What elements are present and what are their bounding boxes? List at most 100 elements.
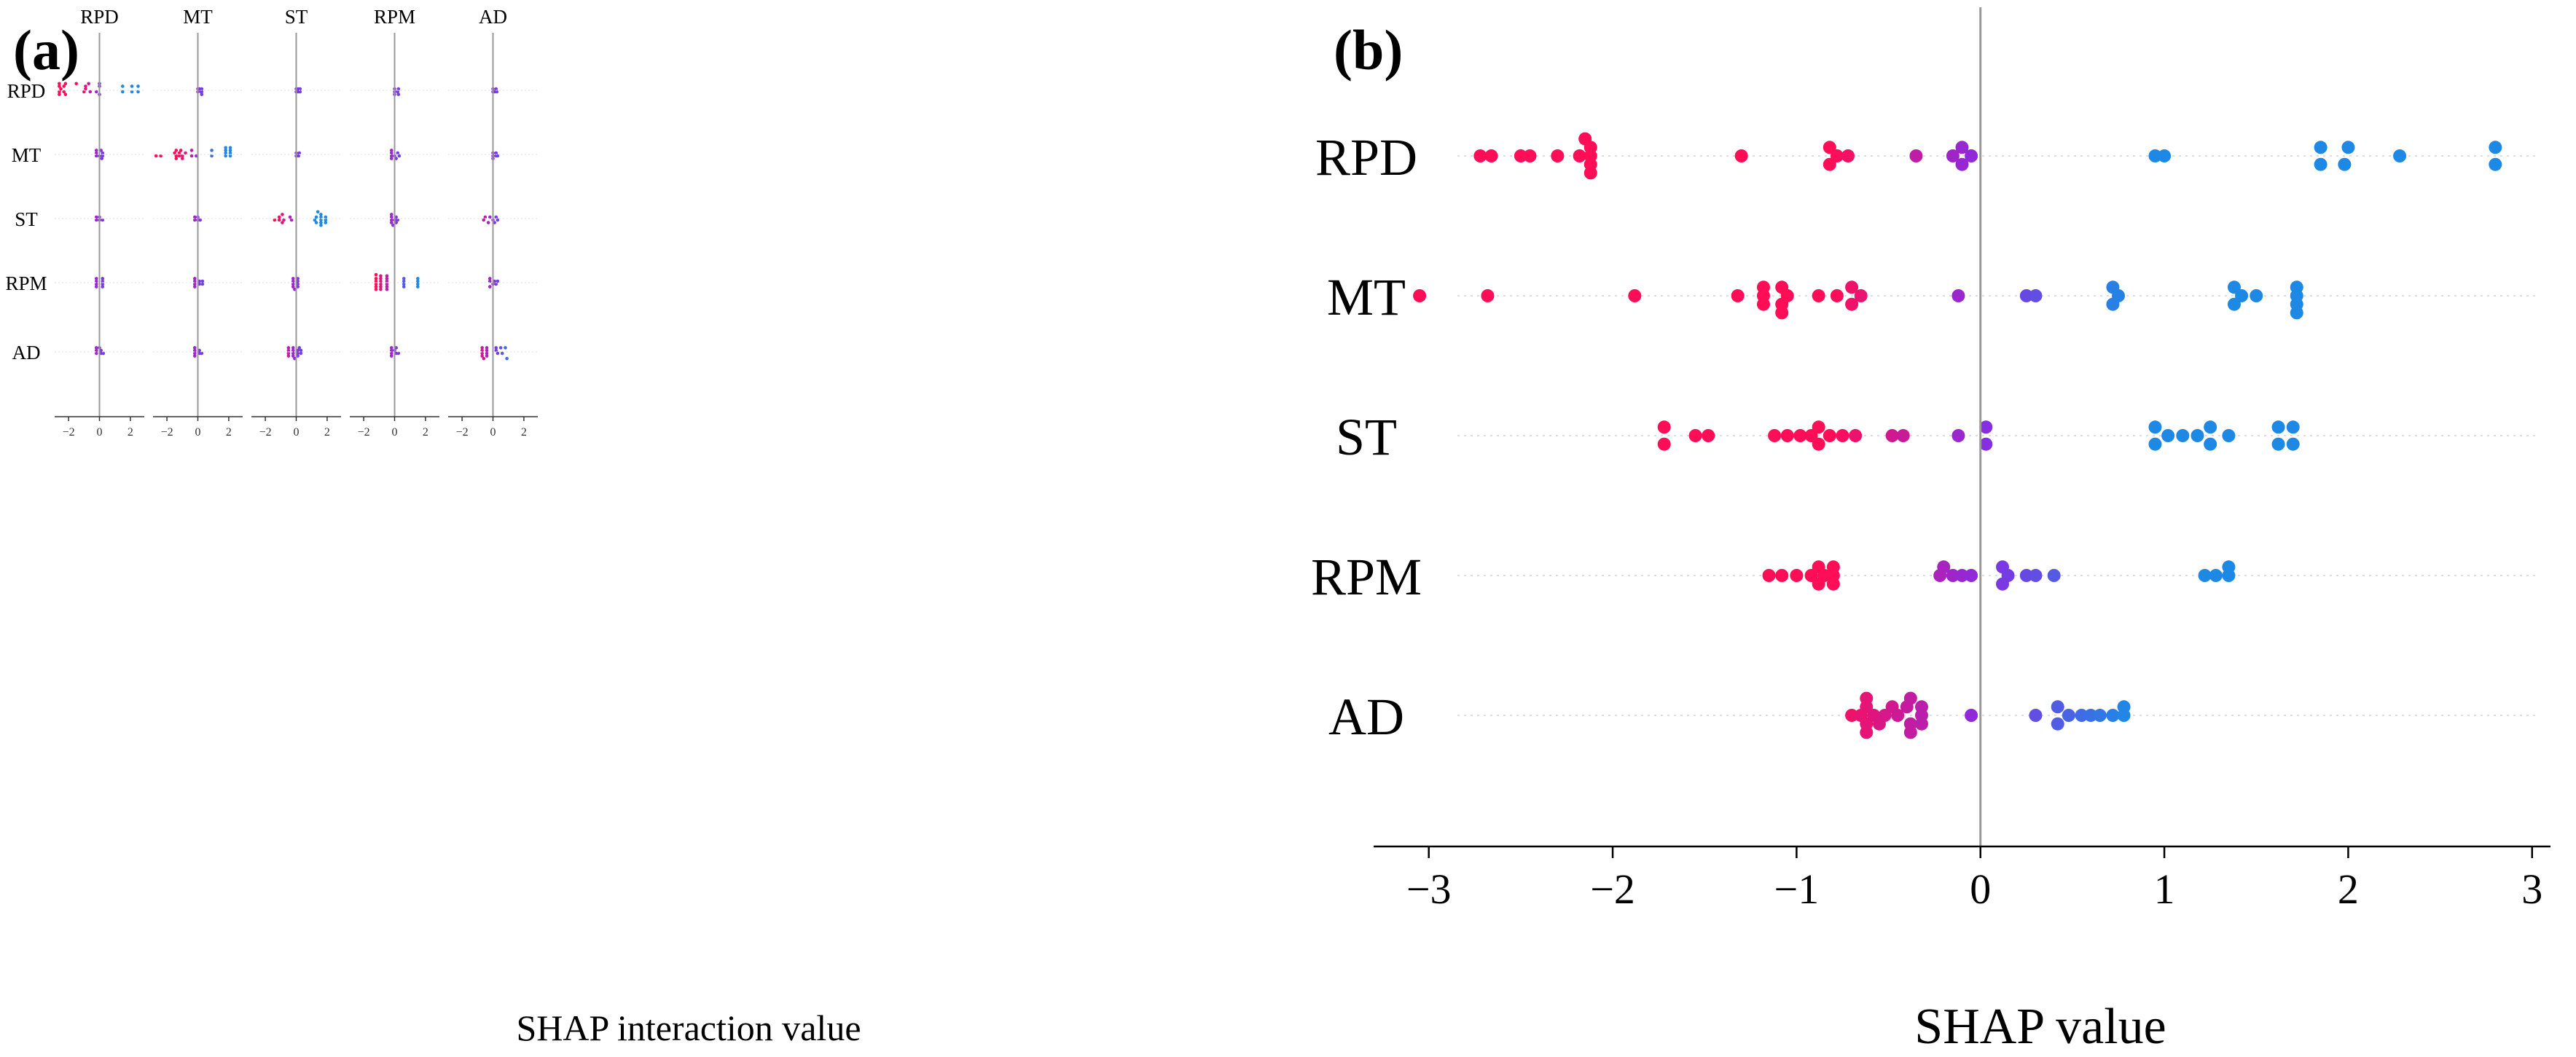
data-point — [1583, 149, 1597, 162]
data-point — [1573, 149, 1586, 162]
panel-b-gridlines — [1457, 155, 2536, 716]
data-point — [189, 149, 194, 152]
data-point — [2250, 289, 2263, 302]
panel-a-label: (a) — [13, 18, 79, 82]
data-point — [314, 215, 318, 219]
data-point — [1514, 149, 1527, 162]
data-point — [200, 282, 205, 286]
data-point — [416, 277, 420, 280]
data-point — [289, 218, 294, 222]
data-point — [159, 154, 163, 158]
x-tick-label: 0 — [490, 426, 496, 439]
data-point — [1914, 700, 1928, 714]
data-point — [2176, 429, 2190, 442]
x-tick-label: 1 — [2154, 865, 2175, 913]
data-point — [192, 277, 197, 280]
data-point — [498, 346, 503, 350]
data-point — [374, 272, 378, 277]
row-label: RPD — [7, 80, 46, 102]
data-point — [1780, 289, 1794, 302]
x-tick-label: 2 — [2338, 865, 2359, 913]
panel-b: (b) RPD MT ST RPM AD −3 −2 −1 0 1 2 3 SHAP value — [1311, 7, 2550, 1055]
data-point — [2075, 709, 2088, 722]
data-point — [2019, 569, 2033, 582]
data-point — [291, 285, 295, 288]
data-point — [496, 279, 500, 283]
data-point — [1946, 569, 1960, 582]
data-point — [94, 348, 98, 353]
column-title: MT — [183, 6, 213, 28]
panel-a-cells — [58, 82, 509, 361]
data-point — [488, 279, 492, 283]
data-point — [494, 348, 498, 353]
data-point — [210, 149, 214, 152]
data-point — [488, 215, 492, 219]
data-point — [1845, 280, 1859, 294]
data-point — [192, 285, 197, 288]
data-point — [314, 221, 318, 224]
data-point — [319, 213, 323, 216]
data-point — [316, 210, 320, 214]
data-point — [2489, 157, 2502, 171]
data-point — [1793, 429, 1807, 442]
data-point — [374, 285, 378, 288]
data-point — [1762, 569, 1776, 582]
data-point — [486, 221, 490, 224]
data-point — [1484, 149, 1498, 162]
data-point — [1849, 429, 1863, 442]
data-point — [402, 279, 406, 283]
panel-b-points — [1413, 132, 2502, 739]
data-point — [299, 348, 303, 353]
data-point — [101, 151, 105, 155]
data-point — [494, 151, 498, 155]
data-point — [82, 90, 86, 94]
data-point — [1804, 569, 1818, 582]
data-point — [192, 215, 197, 219]
data-point — [94, 215, 98, 219]
x-tick-label: −2 — [1590, 865, 1635, 913]
data-point — [396, 351, 401, 355]
data-point — [299, 351, 303, 355]
data-point — [1896, 429, 1910, 442]
data-point — [2198, 569, 2212, 582]
data-point — [94, 218, 98, 222]
data-point — [2117, 709, 2131, 722]
data-point — [200, 351, 204, 355]
data-point — [100, 157, 103, 160]
data-point — [416, 279, 420, 283]
data-point — [184, 151, 187, 155]
data-point — [192, 351, 197, 355]
data-point — [480, 351, 484, 355]
data-point — [84, 87, 87, 91]
data-point — [389, 215, 394, 219]
data-point — [416, 282, 420, 286]
data-point — [192, 279, 197, 283]
column-title: AD — [479, 6, 507, 28]
data-point — [324, 215, 328, 219]
data-point — [2001, 569, 2015, 582]
data-point — [1756, 289, 1770, 302]
data-point — [2084, 709, 2098, 722]
data-point — [1657, 437, 1671, 451]
data-point — [389, 348, 394, 353]
panel-a-row-labels: RPD MT ST RPM AD — [5, 80, 47, 364]
data-point — [296, 90, 300, 94]
data-point — [296, 87, 300, 91]
data-point — [94, 285, 98, 288]
data-point — [2222, 429, 2236, 442]
data-point — [495, 90, 499, 94]
data-point — [374, 279, 378, 283]
data-point — [1979, 420, 1993, 434]
data-point — [389, 354, 394, 358]
panel-b-label: (b) — [1334, 18, 1403, 82]
data-point — [94, 149, 98, 152]
data-point — [291, 351, 295, 355]
data-point — [1903, 691, 1917, 705]
data-point — [1551, 149, 1565, 162]
column-title: ST — [285, 6, 308, 28]
data-point — [385, 274, 389, 278]
data-point — [1841, 149, 1855, 162]
data-point — [1965, 569, 1978, 582]
data-point — [94, 351, 98, 355]
